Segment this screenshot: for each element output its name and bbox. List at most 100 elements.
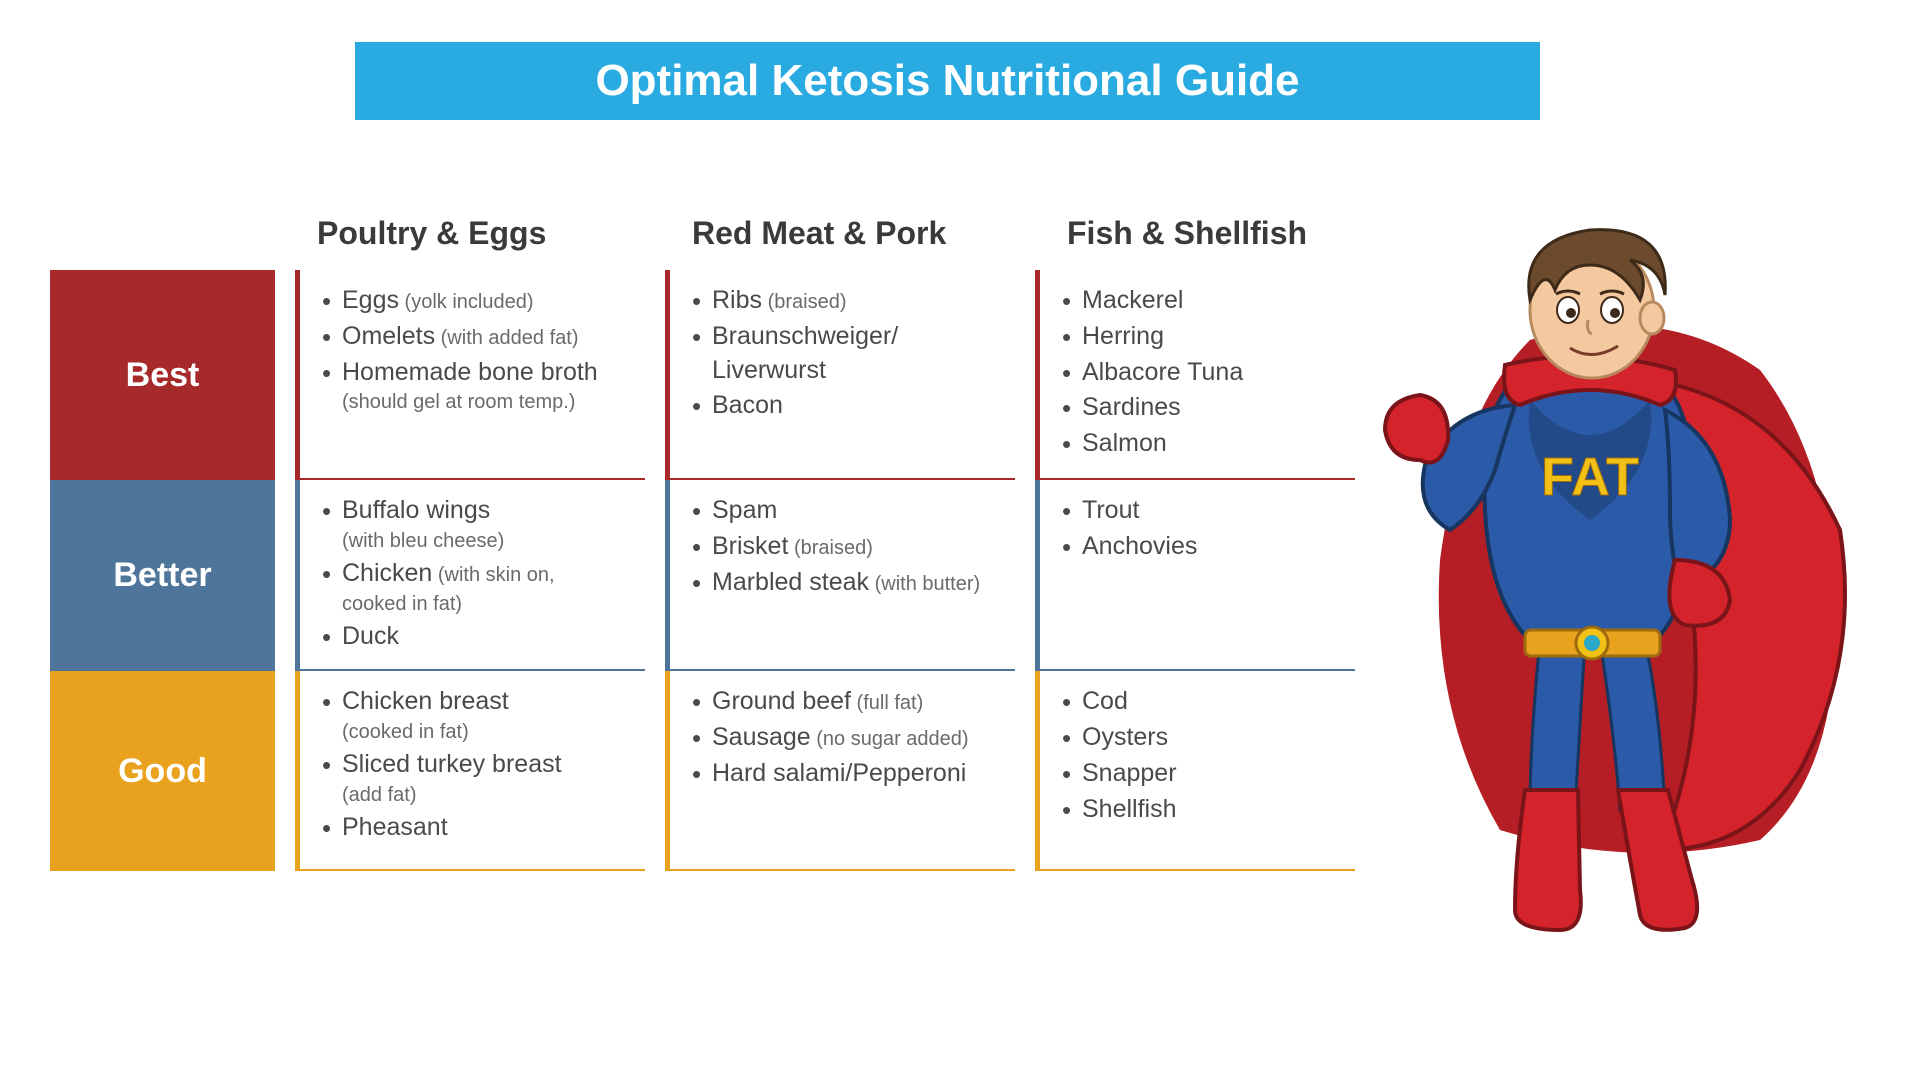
food-list: Ribs (braised) Braunschweiger/ Liverwurst… <box>692 284 999 423</box>
food-item-main: Sliced turkey breast <box>342 750 562 778</box>
food-item: Shellfish <box>1062 793 1339 827</box>
food-item: Anchovies <box>1062 530 1339 564</box>
page-title: Optimal Ketosis Nutritional Guide <box>595 56 1299 106</box>
tier-label: Better <box>50 480 275 671</box>
food-cell: Trout Anchovies <box>1035 480 1355 671</box>
food-item-main: Marbled steak <box>712 568 869 596</box>
food-item-note: (braised) <box>788 537 872 559</box>
food-item-main: Mackerel <box>1082 286 1183 314</box>
food-item-main: Sardines <box>1082 393 1181 421</box>
food-list: SpamBrisket (braised)Marbled steak (with… <box>692 494 999 599</box>
food-item: Snapper <box>1062 757 1339 791</box>
belt <box>1525 630 1660 656</box>
food-item-main: Ribs <box>712 286 762 314</box>
chest-text: FAT <box>1541 447 1639 507</box>
food-item-main: Pheasant <box>342 813 448 841</box>
food-cell: Mackerel Herring Albacore Tuna Sardines Salm… <box>1035 270 1355 480</box>
food-item: Marbled steak (with butter) <box>692 566 999 600</box>
food-item: Spam <box>692 494 999 528</box>
food-item-main: Salmon <box>1082 429 1167 457</box>
food-item: Salmon <box>1062 427 1339 461</box>
food-cell: Eggs (yolk included)Omelets (with added … <box>295 270 645 480</box>
mouth <box>1570 346 1618 355</box>
food-item: Braunschweiger/ Liverwurst <box>692 320 999 388</box>
food-item: Chicken (with skin on,cooked in fat) <box>322 557 629 618</box>
food-item-note: (no sugar added) <box>811 728 969 750</box>
food-item-main: Albacore Tuna <box>1082 358 1243 386</box>
food-item-main: Chicken <box>342 559 432 587</box>
food-item-main: Herring <box>1082 322 1164 350</box>
tier-label: Good <box>50 671 275 871</box>
food-list: Buffalo wings(with bleu cheese)Chicken (… <box>322 494 629 653</box>
food-item: Brisket (braised) <box>692 530 999 564</box>
belt-buckle-outer <box>1576 627 1608 659</box>
food-item: Oysters <box>1062 721 1339 755</box>
tier-label: Best <box>50 270 275 480</box>
food-item-note: (braised) <box>762 291 846 313</box>
food-item-main: Braunschweiger/ Liverwurst <box>712 322 898 384</box>
food-item-main: Buffalo wings <box>342 496 490 524</box>
column-header: Poultry & Eggs <box>295 215 670 270</box>
brow-left <box>1556 291 1580 294</box>
food-item: Sardines <box>1062 391 1339 425</box>
ear <box>1640 302 1664 334</box>
tier-row: GoodChicken breast(cooked in fat)Sliced … <box>50 671 1450 871</box>
food-item-main: Eggs <box>342 286 399 314</box>
food-list: Cod Oysters Snapper Shellfish <box>1062 685 1339 826</box>
food-item: Mackerel <box>1062 284 1339 318</box>
food-item: Pheasant <box>322 811 629 845</box>
title-bar: Optimal Ketosis Nutritional Guide <box>355 42 1540 120</box>
food-item-main: Chicken breast <box>342 687 509 715</box>
leg-left <box>1530 640 1585 810</box>
pupil-right <box>1610 308 1620 318</box>
food-item-note: (should gel at room temp.) <box>342 389 629 416</box>
brow-right <box>1600 291 1624 294</box>
cape-shoulder <box>1504 356 1676 405</box>
food-item: Herring <box>1062 320 1339 354</box>
food-item-main: Cod <box>1082 687 1128 715</box>
food-item: Homemade bone broth(should gel at room t… <box>322 356 629 417</box>
food-item-note: (yolk included) <box>399 291 534 313</box>
food-item-main: Brisket <box>712 532 788 560</box>
food-cell: SpamBrisket (braised)Marbled steak (with… <box>665 480 1015 671</box>
column-header: Fish & Shellfish <box>1045 215 1390 270</box>
food-item-main: Snapper <box>1082 759 1177 787</box>
food-item: Trout <box>1062 494 1339 528</box>
hair <box>1529 230 1666 300</box>
column-header: Red Meat & Pork <box>670 215 1045 270</box>
food-item-main: Anchovies <box>1082 532 1197 560</box>
food-cell: Ribs (braised) Braunschweiger/ Liverwurst… <box>665 270 1015 480</box>
food-item: Omelets (with added fat) <box>322 320 629 354</box>
food-item: Albacore Tuna <box>1062 356 1339 390</box>
nose <box>1588 320 1593 334</box>
arm-right <box>1665 410 1730 590</box>
eye-left <box>1557 297 1579 323</box>
food-item-note: (cooked in fat) <box>342 719 629 746</box>
food-list: Trout Anchovies <box>1062 494 1339 564</box>
food-item-note: cooked in fat) <box>342 591 629 618</box>
food-item: Ground beef (full fat) <box>692 685 999 719</box>
food-cell: Cod Oysters Snapper Shellfish <box>1035 671 1355 871</box>
boot-left <box>1515 790 1581 930</box>
food-item: Bacon <box>692 389 999 423</box>
food-item-note: (with butter) <box>869 573 980 595</box>
boot-right <box>1618 790 1697 930</box>
food-item-main: Shellfish <box>1082 795 1177 823</box>
food-item: Ribs (braised) <box>692 284 999 318</box>
pupil-left <box>1566 308 1576 318</box>
glove-right <box>1669 560 1730 626</box>
belt-buckle-inner <box>1584 635 1600 651</box>
food-item: Eggs (yolk included) <box>322 284 629 318</box>
food-item: Hard salami/Pepperoni <box>692 757 999 791</box>
torso <box>1484 365 1695 650</box>
cape-back <box>1439 325 1836 852</box>
tier-row: Better Buffalo wings(with bleu cheese)Chi… <box>50 480 1450 671</box>
food-item: Sliced turkey breast(add fat) <box>322 748 629 809</box>
head <box>1530 242 1654 378</box>
food-item-main: Sausage <box>712 723 811 751</box>
food-list: Mackerel Herring Albacore Tuna Sardines Salm… <box>1062 284 1339 461</box>
chest-shade <box>1529 400 1652 520</box>
food-item-main: Hard salami/Pepperoni <box>712 759 966 787</box>
food-item-main: Trout <box>1082 496 1139 524</box>
food-list: Eggs (yolk included)Omelets (with added … <box>322 284 629 416</box>
